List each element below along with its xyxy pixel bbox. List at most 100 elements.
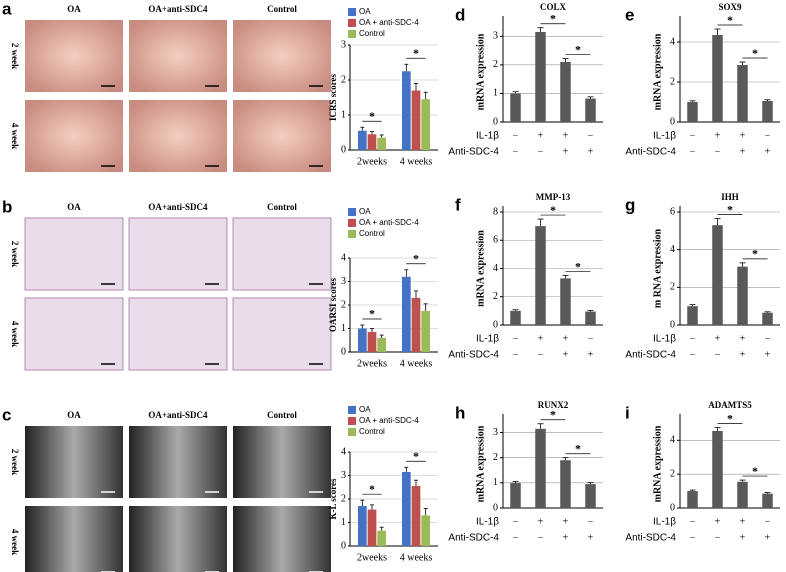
bar [737,266,748,325]
legend-swatch [348,19,356,27]
bar [377,337,387,352]
column-header: Control [267,4,297,14]
bar [401,71,411,150]
bar [712,35,723,122]
condition-mark: − [765,130,771,141]
condition-mark: + [715,333,721,344]
condition-mark: + [588,349,594,360]
y-tick-label: 2 [670,282,675,293]
condition-mark: − [690,349,696,360]
condition-mark: − [715,532,721,543]
image [129,20,227,92]
legend-label: OA + anti-SDC-4 [359,416,419,425]
column-header: OA+anti-SDC4 [148,4,208,14]
image [233,100,331,172]
panel-letter: e [625,5,634,24]
condition-mark: − [588,516,594,527]
y-tick-label: 0 [493,116,498,127]
condition-mark: + [563,532,569,543]
image [233,506,331,572]
panel-letter: a [2,0,12,18]
significance: * [413,252,419,266]
condition-mark: + [740,130,746,141]
condition-mark: + [715,130,721,141]
condition-mark: − [538,146,544,157]
legend-label: OA [359,7,371,16]
bar [510,93,521,122]
significance: * [575,441,581,455]
significance: * [752,247,758,261]
legend-swatch [348,417,356,425]
significance: * [727,13,733,27]
condition-mark: − [538,532,544,543]
chart-title: MMP-13 [536,192,571,202]
significance: * [727,202,733,216]
bar [762,312,773,325]
image [25,20,123,92]
bar [510,310,521,325]
panel-letter: f [455,195,461,214]
condition-mark: + [538,130,544,141]
row-label: 2 week [10,241,20,267]
y-tick-label: 2 [493,452,498,463]
bar [401,471,411,546]
bar [411,90,421,150]
legend-swatch [348,428,356,436]
y-axis-label: OARSI scores [328,277,338,332]
condition-mark: + [740,333,746,344]
y-tick-label: 1 [493,477,498,488]
legend-label: OA [359,405,371,414]
bar [421,99,431,150]
condition-mark: + [715,516,721,527]
y-axis-label: mRNA expression [475,33,486,110]
condition-name: IL-1β [476,517,499,528]
y-tick-label: 0 [341,540,346,551]
bar [687,306,698,325]
legend-label: Control [359,229,385,238]
y-tick-label: 2 [670,468,675,479]
bar [377,530,387,546]
panel-letter: h [455,403,465,422]
image [232,297,332,371]
bar [357,130,367,150]
column-header: OA+anti-SDC4 [148,202,208,212]
y-tick-label: 3 [341,39,346,50]
row-label: 2 week [10,43,20,69]
y-tick-label: 3 [341,470,346,481]
condition-mark: + [563,333,569,344]
condition-mark: + [538,333,544,344]
y-tick-label: 2 [493,59,498,70]
bar [535,428,546,508]
condition-mark: + [538,516,544,527]
x-tick-label: 4 weeks [400,358,433,369]
bar [411,297,421,352]
bar [401,276,411,352]
significance: * [752,46,758,60]
column-header: OA [67,410,81,420]
condition-mark: + [563,516,569,527]
significance: * [550,408,556,422]
x-tick-label: 2weeks [357,156,387,167]
y-axis-label: mRNA expression [475,425,486,502]
column-header: Control [267,410,297,420]
bar [411,486,421,546]
y-tick-label: 2 [341,74,346,85]
image [24,297,124,371]
bar [510,482,521,508]
y-tick-label: 2 [341,493,346,504]
condition-mark: + [588,532,594,543]
bar [687,491,698,508]
significance: * [413,449,419,463]
bar [585,484,596,508]
y-tick-label: 0 [493,319,498,330]
condition-name: IL-1β [476,334,499,345]
condition-name: Anti-SDC-4 [625,350,676,361]
significance: * [550,203,556,217]
y-tick-label: 3 [493,31,498,42]
condition-mark: − [513,516,519,527]
chart-title: SOX9 [718,2,742,12]
significance: * [369,109,375,123]
y-tick-label: 3 [493,427,498,438]
x-tick-label: 2weeks [357,552,387,563]
